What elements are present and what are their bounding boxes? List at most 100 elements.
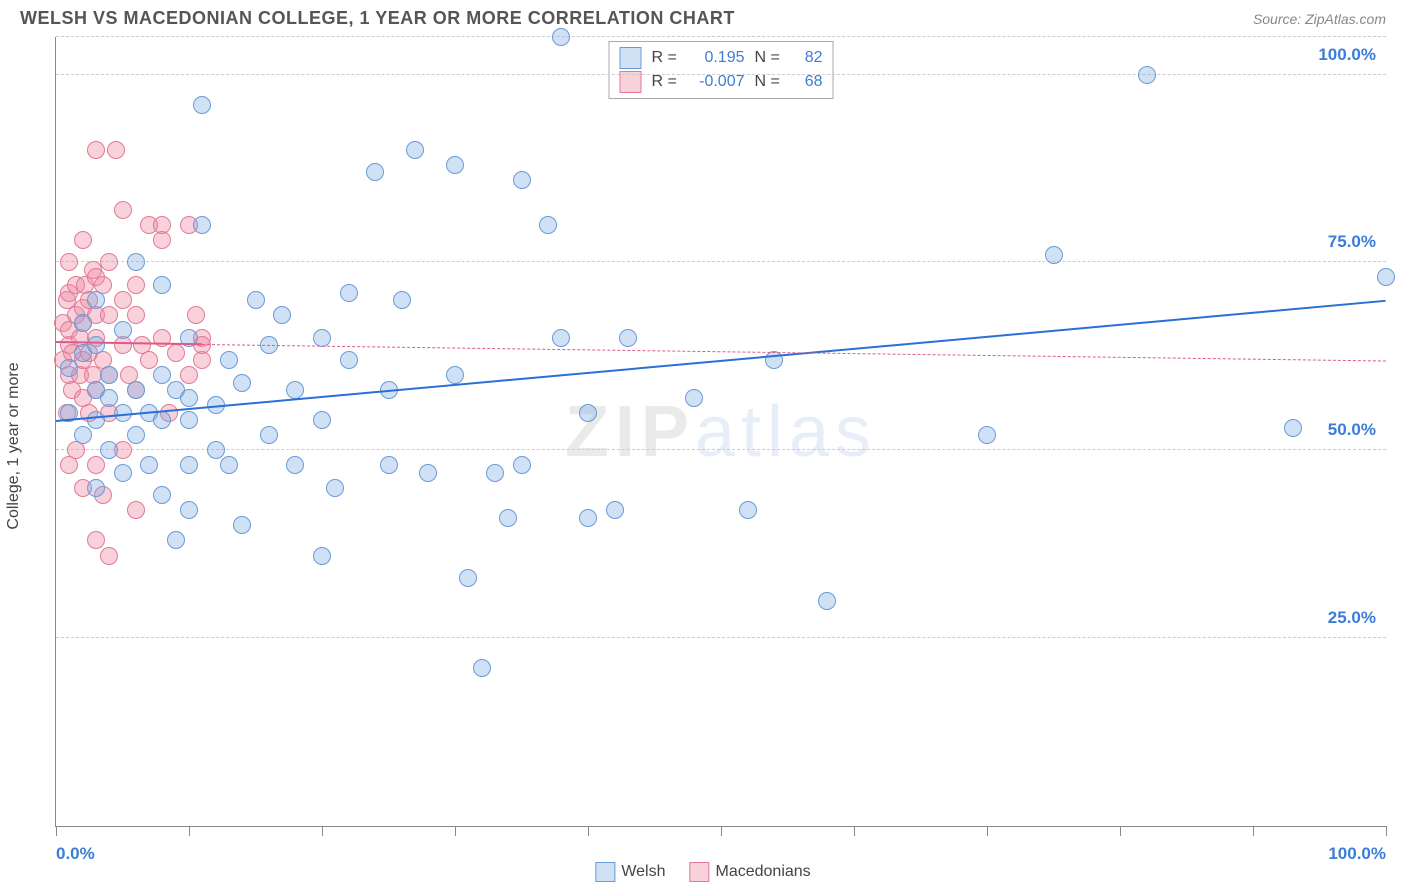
- scatter-point: [114, 321, 132, 339]
- scatter-point: [127, 381, 145, 399]
- scatter-point: [818, 592, 836, 610]
- scatter-point: [114, 201, 132, 219]
- gridline-h: [56, 74, 1386, 75]
- scatter-point: [140, 351, 158, 369]
- scatter-point: [153, 216, 171, 234]
- scatter-point: [180, 389, 198, 407]
- scatter-point: [446, 366, 464, 384]
- scatter-point: [100, 441, 118, 459]
- scatter-point: [207, 441, 225, 459]
- scatter-point: [340, 351, 358, 369]
- scatter-point: [140, 456, 158, 474]
- legend-label: Macedonians: [716, 863, 811, 881]
- scatter-point: [153, 486, 171, 504]
- scatter-point: [286, 456, 304, 474]
- scatter-point: [513, 171, 531, 189]
- scatter-point: [1138, 66, 1156, 84]
- scatter-point: [579, 509, 597, 527]
- source-label: Source: ZipAtlas.com: [1253, 11, 1386, 27]
- scatter-point: [326, 479, 344, 497]
- scatter-point: [100, 389, 118, 407]
- x-tick: [1386, 826, 1387, 836]
- scatter-point: [107, 141, 125, 159]
- series-legend: Welsh Macedonians: [595, 862, 810, 882]
- scatter-point: [286, 381, 304, 399]
- y-axis-label: College, 1 year or more: [5, 362, 23, 529]
- scatter-point: [579, 404, 597, 422]
- scatter-point: [739, 501, 757, 519]
- scatter-point: [260, 426, 278, 444]
- scatter-point: [100, 547, 118, 565]
- y-tick-label: 50.0%: [1326, 420, 1378, 440]
- stats-legend-box: R =0.195N =82R =-0.007N =68: [609, 41, 834, 99]
- scatter-point: [233, 374, 251, 392]
- scatter-point: [473, 659, 491, 677]
- legend-swatch: [690, 862, 710, 882]
- legend-item: Welsh: [595, 862, 665, 882]
- x-tick: [1120, 826, 1121, 836]
- regression-line: [202, 344, 1386, 362]
- scatter-point: [100, 366, 118, 384]
- scatter-point: [60, 253, 78, 271]
- x-tick: [322, 826, 323, 836]
- stats-n-value: 82: [793, 49, 823, 67]
- scatter-point: [406, 141, 424, 159]
- scatter-point: [74, 426, 92, 444]
- scatter-point: [127, 276, 145, 294]
- scatter-point: [87, 456, 105, 474]
- y-tick-label: 100.0%: [1316, 45, 1378, 65]
- gridline-h: [56, 36, 1386, 37]
- watermark: ZIPatlas: [565, 391, 877, 473]
- x-tick: [189, 826, 190, 836]
- scatter-point: [180, 456, 198, 474]
- scatter-point: [87, 291, 105, 309]
- scatter-point: [127, 501, 145, 519]
- x-tick-label: 0.0%: [56, 844, 95, 864]
- scatter-point: [340, 284, 358, 302]
- legend-label: Welsh: [621, 863, 665, 881]
- stats-r-value: -0.007: [690, 73, 745, 91]
- scatter-point: [220, 456, 238, 474]
- stats-r-value: 0.195: [690, 49, 745, 67]
- gridline-h: [56, 637, 1386, 638]
- x-tick: [1253, 826, 1254, 836]
- scatter-point: [74, 231, 92, 249]
- watermark-atlas: atlas: [695, 392, 877, 472]
- scatter-point: [273, 306, 291, 324]
- scatter-point: [366, 163, 384, 181]
- stats-n-value: 68: [793, 73, 823, 91]
- scatter-point: [127, 253, 145, 271]
- plot-area: ZIPatlas R =0.195N =82R =-0.007N =68 25.…: [55, 37, 1386, 827]
- stats-row: R =0.195N =82: [620, 46, 823, 70]
- scatter-point: [193, 216, 211, 234]
- scatter-point: [393, 291, 411, 309]
- scatter-point: [247, 291, 265, 309]
- scatter-point: [513, 456, 531, 474]
- scatter-point: [233, 516, 251, 534]
- scatter-point: [167, 344, 185, 362]
- scatter-point: [552, 329, 570, 347]
- scatter-point: [486, 464, 504, 482]
- scatter-point: [180, 411, 198, 429]
- scatter-point: [1045, 246, 1063, 264]
- chart-title: WELSH VS MACEDONIAN COLLEGE, 1 YEAR OR M…: [20, 8, 735, 29]
- scatter-point: [220, 351, 238, 369]
- scatter-point: [606, 501, 624, 519]
- x-tick: [455, 826, 456, 836]
- scatter-point: [193, 96, 211, 114]
- scatter-point: [87, 141, 105, 159]
- scatter-point: [187, 306, 205, 324]
- x-tick: [854, 826, 855, 836]
- stats-r-label: R =: [652, 73, 680, 91]
- legend-item: Macedonians: [690, 862, 811, 882]
- scatter-point: [446, 156, 464, 174]
- scatter-point: [100, 306, 118, 324]
- x-tick-label: 100.0%: [1328, 844, 1386, 864]
- scatter-point: [127, 426, 145, 444]
- stats-r-label: R =: [652, 49, 680, 67]
- legend-swatch: [620, 47, 642, 69]
- stats-n-label: N =: [755, 73, 783, 91]
- scatter-point: [499, 509, 517, 527]
- scatter-point: [459, 569, 477, 587]
- scatter-point: [87, 336, 105, 354]
